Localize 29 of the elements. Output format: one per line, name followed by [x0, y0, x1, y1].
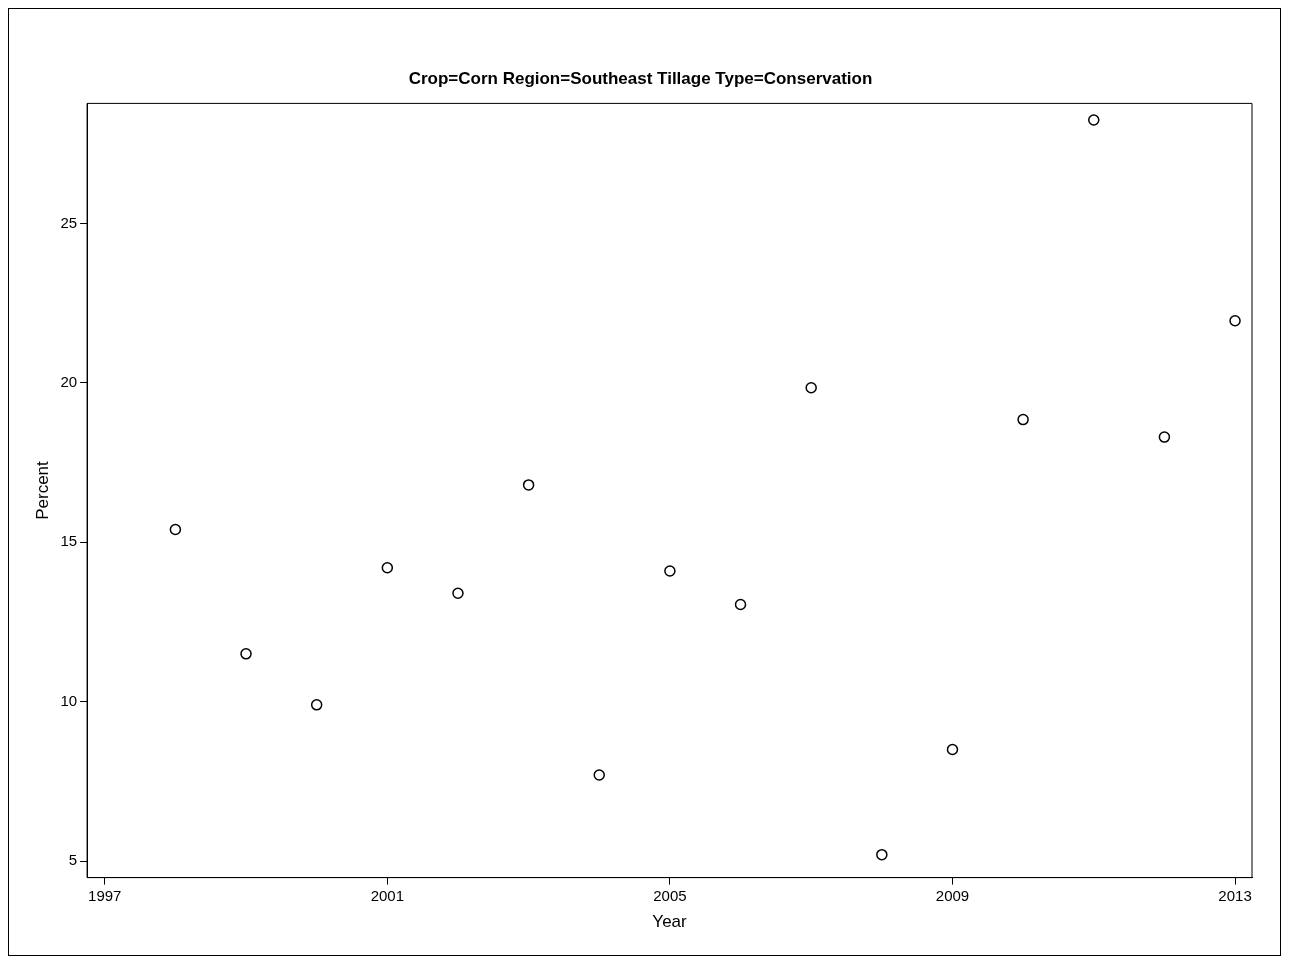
- point: [1088, 114, 1100, 126]
- point: [240, 648, 252, 660]
- y-tick-label: 5: [68, 851, 78, 869]
- point: [452, 587, 464, 600]
- point: [593, 769, 605, 781]
- point: [310, 699, 323, 711]
- y-tick-label: 10: [60, 691, 78, 709]
- point: [169, 523, 182, 536]
- point: [734, 598, 747, 611]
- x-tick-label: 1997: [88, 886, 122, 904]
- point: [1229, 315, 1241, 327]
- chart-title: Crop=Corn Region=Southeast Tillage Type=Conservation: [408, 68, 873, 88]
- point: [1017, 413, 1029, 426]
- point: [876, 848, 888, 861]
- point: [1158, 431, 1171, 443]
- point: [522, 479, 535, 491]
- x-axis-title: Year: [652, 912, 688, 932]
- x-tick-label: 2009: [935, 886, 970, 904]
- x-tick-label: 2001: [370, 886, 405, 904]
- x-tick-label: 2005: [653, 886, 687, 904]
- y-tick-label: 20: [60, 373, 78, 391]
- y-tick-label: 15: [60, 532, 78, 550]
- point: [805, 381, 817, 394]
- point: [381, 562, 394, 574]
- point: [664, 565, 676, 577]
- y-axis-title: Percent: [32, 460, 52, 520]
- x-tick-label: 2013: [1218, 886, 1252, 904]
- point: [946, 743, 959, 756]
- y-tick-label: 25: [60, 213, 78, 231]
